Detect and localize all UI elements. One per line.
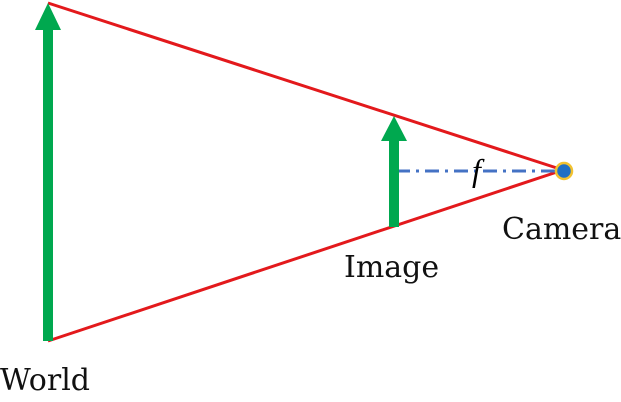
camera-label: Camera [502,212,621,247]
world-arrow-shaft [43,28,53,341]
image-arrow-head [381,116,407,141]
world-arrow-head [35,3,61,30]
image-arrow [381,116,407,227]
camera-point [554,161,574,181]
image-arrow-shaft [389,139,399,227]
image-label: Image [344,250,439,285]
bottom-ray [47,168,564,343]
top-ray [47,1,564,172]
world-label: World [0,363,90,398]
world-arrow [35,3,61,341]
